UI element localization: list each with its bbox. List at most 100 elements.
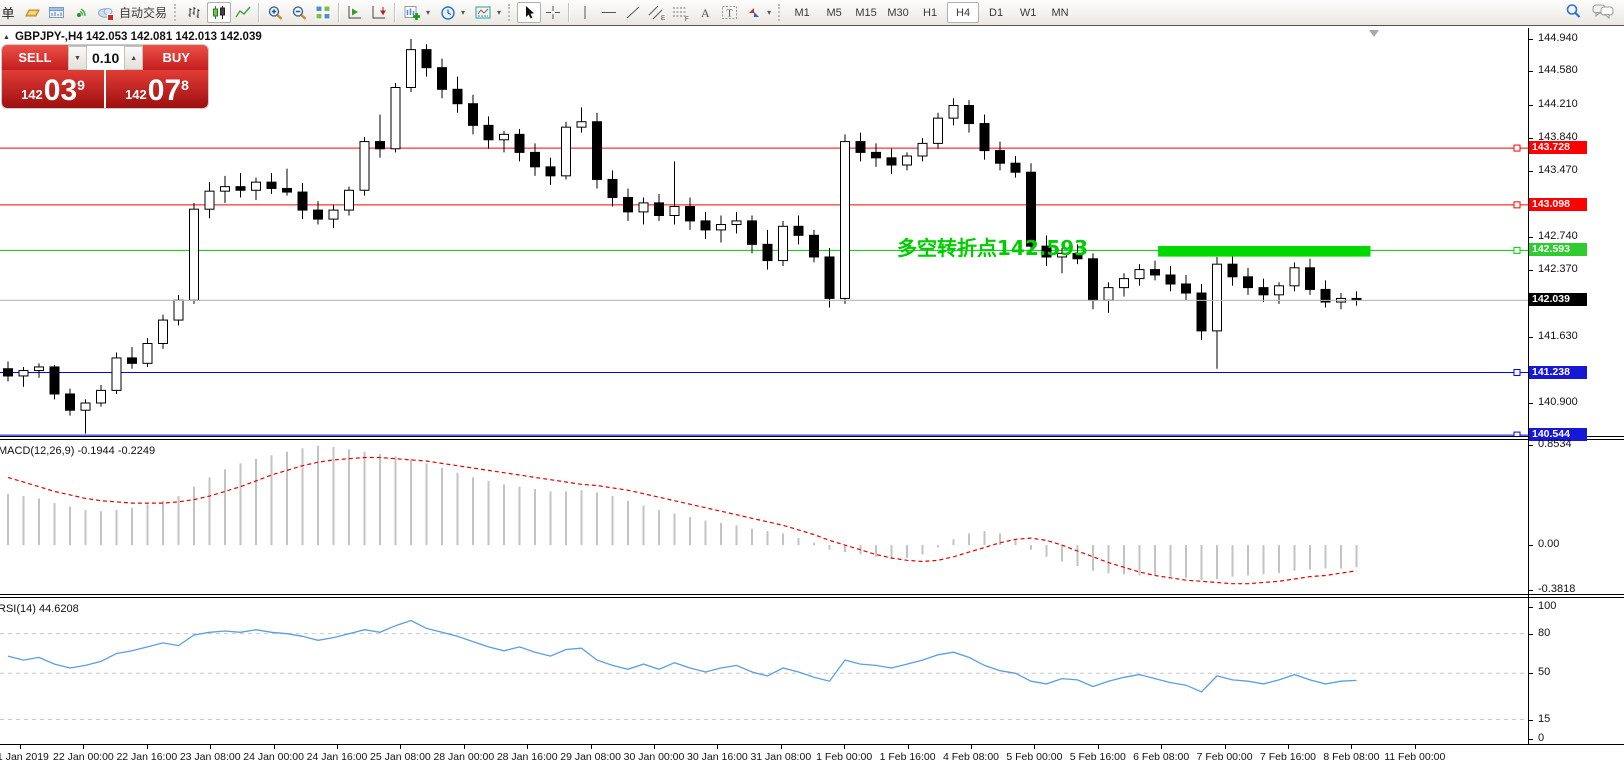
auto-scroll-icon[interactable]: [343, 2, 367, 23]
timeframe-M5[interactable]: M5: [826, 6, 842, 19]
candle: [607, 178, 618, 198]
toolbar: 单 自动交易 ▾ ▾: [0, 0, 1624, 26]
bars-chart-icon[interactable]: [183, 2, 207, 23]
toolbar-separator: [568, 3, 571, 22]
line-handle: [1513, 246, 1521, 254]
candle: [824, 256, 835, 299]
fibonacci-icon[interactable]: F: [669, 2, 693, 23]
svg-text:A: A: [701, 6, 710, 20]
ch art-shift-icon[interactable]: [367, 2, 391, 23]
volume-increase-button[interactable]: ▲: [124, 46, 144, 70]
time-axis-label: 5 Feb 16:00: [1069, 751, 1126, 763]
cursor-icon[interactable]: [517, 2, 542, 23]
time-axis-label: 8 Feb 08:00: [1323, 751, 1380, 763]
line-chart-icon[interactable]: [231, 2, 255, 23]
rsi-panel[interactable]: [0, 598, 1528, 742]
candle: [251, 181, 261, 191]
candle: [158, 319, 168, 345]
candle: [437, 67, 447, 90]
candle: [1258, 287, 1269, 296]
candle: [638, 202, 649, 213]
main-chart-panel[interactable]: [0, 28, 1528, 437]
text-icon[interactable]: A: [693, 2, 717, 23]
channel-icon[interactable]: E: [645, 2, 669, 23]
candle: [871, 151, 881, 159]
volume-input[interactable]: 0.10: [92, 50, 120, 66]
autotrading-button[interactable]: 自动交易: [92, 2, 172, 23]
text-label-icon[interactable]: T: [717, 2, 741, 23]
chevron-down-icon: ▾: [426, 8, 431, 17]
price-tick-label: 143.840: [1538, 130, 1578, 143]
time-axis-label: 21 Jan 2019: [0, 751, 49, 763]
candle: [1119, 278, 1129, 289]
panel-separator[interactable]: [0, 439, 1624, 440]
price-level-badge: 143.728: [1529, 141, 1587, 155]
price-tick-label: 142.370: [1538, 263, 1578, 276]
axis-tick: [1529, 739, 1533, 741]
panel-separator[interactable]: [0, 594, 1624, 595]
candle: [1150, 269, 1160, 276]
candle: [995, 150, 1005, 164]
axis-tick: [1529, 171, 1533, 173]
trendline-icon[interactable]: [621, 2, 645, 23]
panel-separator[interactable]: [0, 436, 1624, 437]
rsi-tick-label: 0: [1538, 732, 1545, 745]
periods-button[interactable]: ▾: [435, 2, 470, 23]
axis-tick: [1529, 38, 1533, 40]
search-icon[interactable]: [1565, 3, 1582, 22]
time-axis-label: 28 Jan 00:00: [433, 751, 495, 763]
candle: [406, 49, 416, 88]
horizontal-line-icon[interactable]: [597, 2, 621, 23]
price-tick-label: 144.580: [1538, 64, 1578, 77]
symbol-ohlc-text: GBPJPY-,H4 142.053 142.081 142.013 142.0…: [14, 31, 262, 43]
crosshair-icon[interactable]: [541, 2, 565, 23]
volume-decrease-button[interactable]: ▼: [68, 46, 87, 70]
buy-price-button[interactable]: 142 07 8: [106, 70, 208, 108]
candle: [716, 224, 726, 231]
candle: [685, 205, 695, 222]
new-order-icon[interactable]: 单: [1, 6, 15, 21]
panel-separator[interactable]: [0, 597, 1624, 598]
candle: [111, 357, 122, 391]
sell-price-button[interactable]: 142 03 9: [2, 70, 104, 108]
new-chart-button[interactable]: ▾: [399, 2, 435, 23]
timeframe-M15[interactable]: M15: [855, 6, 877, 19]
tile-windows-icon[interactable]: [311, 2, 335, 23]
timeframe-MN[interactable]: MN: [1051, 6, 1069, 19]
timeframe-H1[interactable]: H1: [923, 6, 938, 19]
timeframe-W1[interactable]: W1: [1019, 6, 1037, 19]
timeframe-M30[interactable]: M30: [887, 6, 909, 19]
gold-icon[interactable]: [20, 2, 44, 23]
candle: [282, 187, 292, 193]
rsi-line: [7, 619, 1357, 693]
sell-button[interactable]: SELL: [2, 45, 68, 70]
arrows-button[interactable]: ▾: [741, 2, 776, 23]
candle: [34, 366, 44, 372]
zoom-in-icon[interactable]: [263, 2, 287, 23]
chart-shift-marker[interactable]: [1369, 30, 1379, 37]
candles-chart-icon[interactable]: [207, 2, 232, 23]
zoom-out-icon[interactable]: [287, 2, 311, 23]
chart-window-icon[interactable]: [44, 2, 68, 23]
time-axis-label: 25 Jan 08:00: [370, 751, 431, 763]
timeframe-M1[interactable]: M1: [794, 6, 810, 19]
buy-button[interactable]: BUY: [143, 45, 208, 70]
signals-icon[interactable]: [68, 2, 92, 23]
vertical-line-icon[interactable]: [573, 2, 597, 23]
axis-tick: [1529, 402, 1533, 404]
time-axis-label: 24 Jan 00:00: [243, 751, 304, 763]
time-axis-label: 7 Feb 00:00: [1196, 751, 1253, 763]
chart-text-annotation[interactable]: 多空转折点142.593: [897, 236, 1089, 260]
timeframe-H4[interactable]: H4: [947, 2, 980, 23]
time-axis-label: 22 Jan 16:00: [116, 751, 178, 763]
macd-panel[interactable]: [0, 440, 1528, 593]
highlight-zone-rectangle[interactable]: [1158, 245, 1371, 257]
timeframe-D1[interactable]: D1: [989, 6, 1004, 19]
candle: [452, 88, 463, 105]
candle: [18, 370, 29, 377]
new-chart-icon: [404, 5, 421, 20]
candle: [421, 49, 432, 69]
chat-icon[interactable]: [1592, 3, 1614, 22]
templates-button[interactable]: ▾: [470, 2, 506, 23]
one-click-collapse-icon[interactable]: ▲: [3, 33, 10, 41]
